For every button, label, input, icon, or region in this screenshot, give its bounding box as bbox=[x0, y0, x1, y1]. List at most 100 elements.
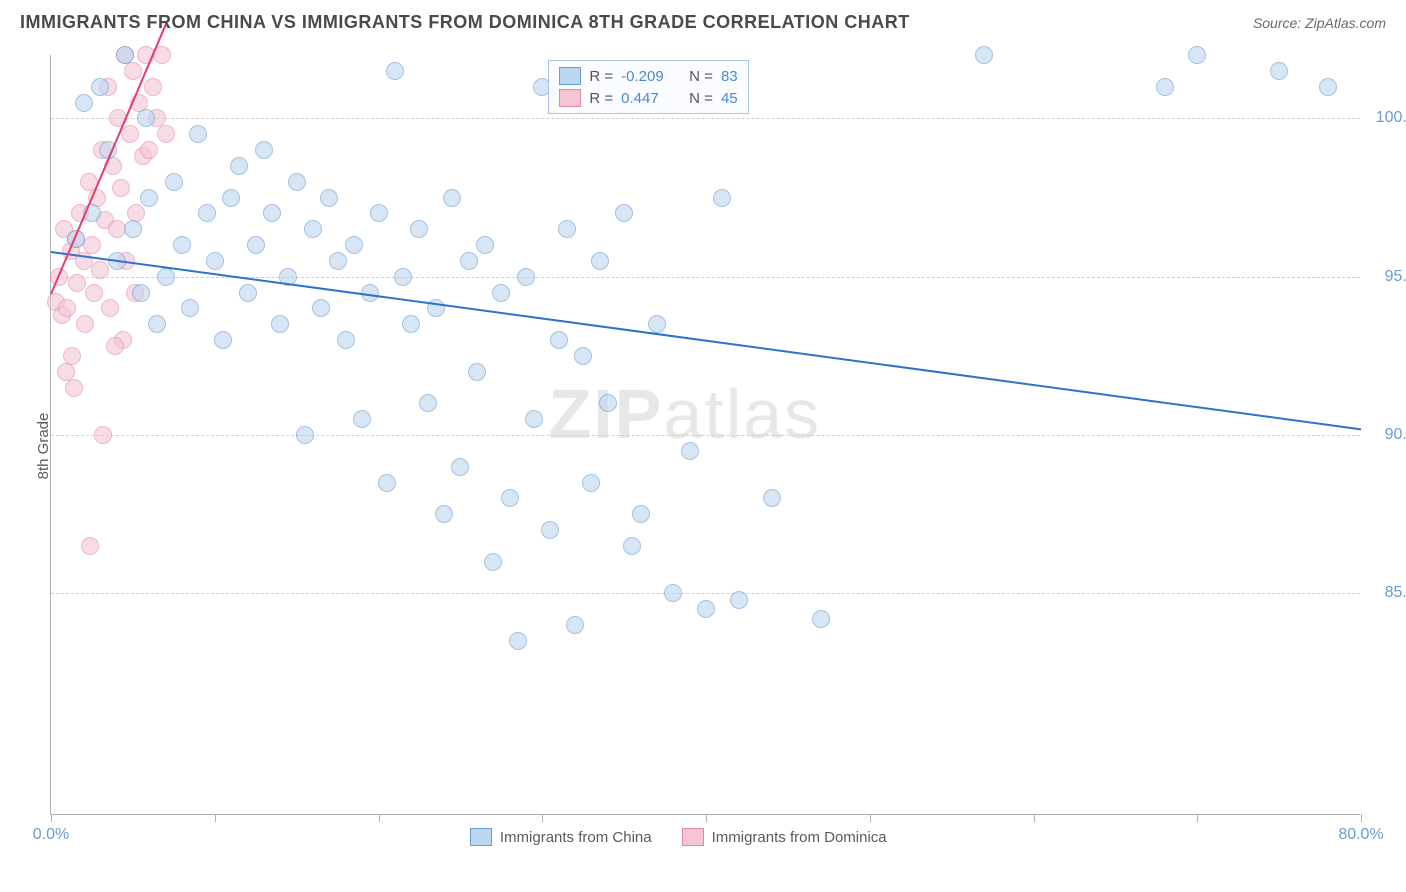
scatter-point-dominica bbox=[140, 141, 158, 159]
r-value: 0.447 bbox=[621, 90, 681, 107]
scatter-point-dominica bbox=[101, 299, 119, 317]
scatter-point-china bbox=[345, 236, 363, 254]
scatter-point-china bbox=[730, 591, 748, 609]
scatter-point-china bbox=[312, 299, 330, 317]
scatter-point-china bbox=[116, 46, 134, 64]
scatter-point-china bbox=[140, 189, 158, 207]
source-attribution: Source: ZipAtlas.com bbox=[1253, 15, 1386, 31]
scatter-point-china bbox=[525, 410, 543, 428]
scatter-point-china bbox=[132, 284, 150, 302]
scatter-point-china bbox=[206, 252, 224, 270]
scatter-point-china bbox=[320, 189, 338, 207]
x-tick bbox=[1197, 814, 1198, 822]
legend-stats: R =-0.209N =83R =0.447N =45 bbox=[548, 60, 748, 114]
n-value: 45 bbox=[721, 90, 738, 107]
legend-label: Immigrants from Dominica bbox=[712, 829, 887, 846]
x-tick-label: 0.0% bbox=[33, 826, 69, 844]
scatter-point-china bbox=[1156, 78, 1174, 96]
scatter-point-china bbox=[189, 125, 207, 143]
scatter-point-china bbox=[476, 236, 494, 254]
chart-header: IMMIGRANTS FROM CHINA VS IMMIGRANTS FROM… bbox=[0, 0, 1406, 41]
x-tick bbox=[1034, 814, 1035, 822]
legend-swatch bbox=[682, 828, 704, 846]
scatter-point-dominica bbox=[57, 363, 75, 381]
r-value: -0.209 bbox=[621, 68, 681, 85]
scatter-point-china bbox=[378, 474, 396, 492]
scatter-point-china bbox=[198, 204, 216, 222]
scatter-point-china bbox=[541, 521, 559, 539]
scatter-point-china bbox=[517, 268, 535, 286]
scatter-point-china bbox=[137, 109, 155, 127]
scatter-point-china bbox=[75, 94, 93, 112]
scatter-point-china bbox=[681, 442, 699, 460]
scatter-point-china bbox=[501, 489, 519, 507]
x-tick bbox=[542, 814, 543, 822]
scatter-point-china bbox=[214, 331, 232, 349]
n-label: N = bbox=[689, 90, 713, 107]
scatter-point-china bbox=[173, 236, 191, 254]
gridline-h bbox=[51, 593, 1360, 594]
scatter-point-china bbox=[91, 78, 109, 96]
scatter-point-china bbox=[615, 204, 633, 222]
scatter-point-china bbox=[304, 220, 322, 238]
scatter-point-china bbox=[222, 189, 240, 207]
scatter-point-china bbox=[468, 363, 486, 381]
scatter-point-china bbox=[582, 474, 600, 492]
legend-swatch bbox=[559, 67, 581, 85]
scatter-point-china bbox=[329, 252, 347, 270]
scatter-point-china bbox=[394, 268, 412, 286]
chart-title: IMMIGRANTS FROM CHINA VS IMMIGRANTS FROM… bbox=[20, 12, 910, 33]
y-tick-label: 85.0% bbox=[1385, 584, 1406, 602]
gridline-h bbox=[51, 435, 1360, 436]
trend-line-china bbox=[51, 251, 1361, 430]
scatter-point-china bbox=[1188, 46, 1206, 64]
n-value: 83 bbox=[721, 68, 738, 85]
scatter-point-dominica bbox=[112, 179, 130, 197]
scatter-chart: ZIPatlas 85.0%90.0%95.0%100.0%0.0%80.0%R… bbox=[50, 55, 1360, 815]
x-tick bbox=[1361, 814, 1362, 822]
scatter-point-dominica bbox=[81, 537, 99, 555]
scatter-point-china bbox=[492, 284, 510, 302]
scatter-point-china bbox=[148, 315, 166, 333]
scatter-point-dominica bbox=[68, 274, 86, 292]
scatter-point-dominica bbox=[157, 125, 175, 143]
scatter-point-china bbox=[632, 505, 650, 523]
x-tick bbox=[51, 814, 52, 822]
scatter-point-dominica bbox=[124, 62, 142, 80]
scatter-point-china bbox=[566, 616, 584, 634]
scatter-point-dominica bbox=[144, 78, 162, 96]
scatter-point-china bbox=[975, 46, 993, 64]
scatter-point-china bbox=[165, 173, 183, 191]
scatter-point-china bbox=[435, 505, 453, 523]
scatter-point-china bbox=[255, 141, 273, 159]
scatter-point-china bbox=[296, 426, 314, 444]
y-tick-label: 90.0% bbox=[1385, 426, 1406, 444]
scatter-point-china bbox=[157, 268, 175, 286]
scatter-point-china bbox=[230, 157, 248, 175]
y-tick-label: 95.0% bbox=[1385, 268, 1406, 286]
legend-stats-row: R =0.447N =45 bbox=[559, 87, 737, 109]
scatter-point-dominica bbox=[108, 220, 126, 238]
scatter-point-dominica bbox=[83, 236, 101, 254]
scatter-point-dominica bbox=[65, 379, 83, 397]
scatter-point-dominica bbox=[76, 315, 94, 333]
scatter-point-china bbox=[451, 458, 469, 476]
legend-label: Immigrants from China bbox=[500, 829, 652, 846]
legend-swatch bbox=[559, 89, 581, 107]
scatter-point-dominica bbox=[106, 337, 124, 355]
scatter-point-china bbox=[697, 600, 715, 618]
scatter-point-china bbox=[353, 410, 371, 428]
scatter-point-china bbox=[443, 189, 461, 207]
scatter-point-china bbox=[591, 252, 609, 270]
legend-item: Immigrants from Dominica bbox=[682, 828, 887, 846]
gridline-h bbox=[51, 118, 1360, 119]
scatter-point-china bbox=[664, 584, 682, 602]
scatter-point-china bbox=[599, 394, 617, 412]
scatter-point-china bbox=[713, 189, 731, 207]
scatter-point-china bbox=[648, 315, 666, 333]
scatter-point-china bbox=[181, 299, 199, 317]
scatter-point-china bbox=[337, 331, 355, 349]
scatter-point-china bbox=[484, 553, 502, 571]
scatter-point-china bbox=[460, 252, 478, 270]
scatter-point-china bbox=[288, 173, 306, 191]
